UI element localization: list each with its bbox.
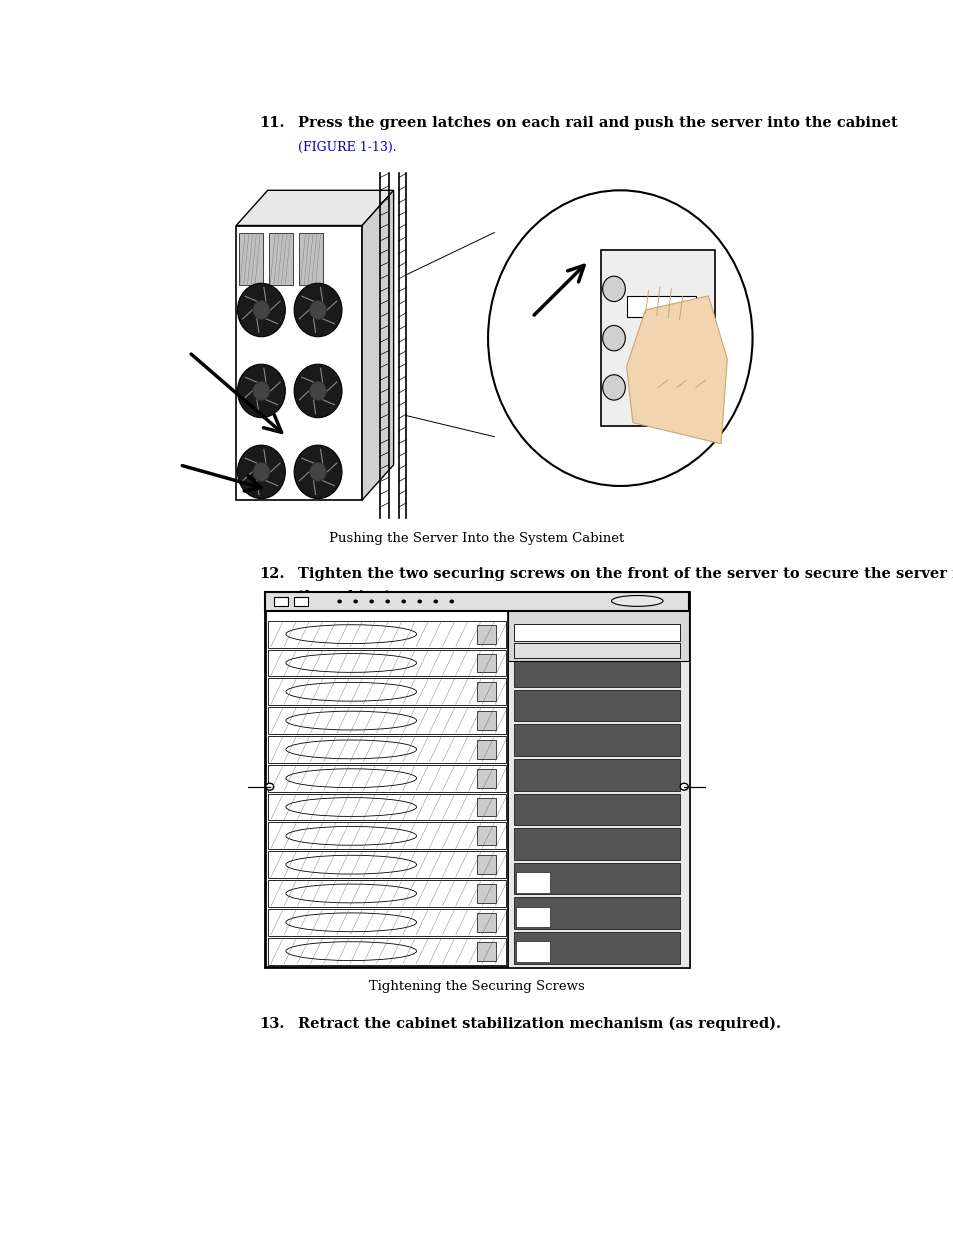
- Bar: [514, 690, 679, 721]
- Bar: [514, 643, 679, 658]
- Bar: [516, 872, 550, 893]
- Bar: [268, 764, 505, 792]
- Bar: [268, 678, 505, 705]
- Bar: [268, 881, 505, 906]
- Bar: [514, 863, 679, 894]
- Circle shape: [369, 599, 374, 604]
- Bar: [238, 232, 262, 285]
- Circle shape: [294, 283, 341, 337]
- Circle shape: [310, 382, 326, 400]
- Circle shape: [433, 599, 437, 604]
- Circle shape: [679, 783, 687, 790]
- Bar: [268, 937, 505, 965]
- Circle shape: [337, 599, 341, 604]
- Circle shape: [310, 300, 326, 320]
- Bar: [476, 942, 496, 961]
- Bar: [268, 794, 505, 820]
- Bar: [476, 683, 496, 701]
- Bar: [514, 624, 679, 641]
- Bar: [274, 597, 288, 606]
- Bar: [514, 656, 679, 687]
- Text: Press the green latches on each rail and push the server into the cabinet: Press the green latches on each rail and…: [297, 116, 897, 130]
- Text: 12.: 12.: [259, 567, 285, 580]
- Circle shape: [253, 463, 270, 482]
- Bar: [476, 913, 496, 931]
- Bar: [508, 611, 688, 967]
- Circle shape: [488, 190, 752, 487]
- Bar: [476, 653, 496, 672]
- Bar: [626, 296, 695, 317]
- Bar: [516, 941, 550, 962]
- Circle shape: [417, 599, 421, 604]
- Text: 13.: 13.: [259, 1016, 285, 1030]
- Bar: [476, 769, 496, 788]
- Circle shape: [253, 300, 270, 320]
- Circle shape: [602, 374, 624, 400]
- Ellipse shape: [611, 595, 662, 606]
- Text: 11.: 11.: [259, 116, 285, 130]
- Circle shape: [294, 364, 341, 417]
- Bar: [600, 251, 714, 426]
- Polygon shape: [236, 190, 394, 226]
- Bar: [268, 708, 505, 734]
- Polygon shape: [362, 190, 394, 500]
- Circle shape: [310, 463, 326, 482]
- Text: Tighten the two securing screws on the front of the server to secure the server : Tighten the two securing screws on the f…: [297, 567, 953, 580]
- Circle shape: [602, 326, 624, 351]
- Bar: [514, 621, 679, 652]
- Bar: [476, 740, 496, 758]
- Bar: [268, 823, 505, 850]
- Circle shape: [353, 599, 357, 604]
- Text: (FIGURE 1-14).: (FIGURE 1-14).: [369, 592, 467, 604]
- Bar: [268, 621, 505, 647]
- Bar: [265, 592, 688, 611]
- Bar: [476, 798, 496, 816]
- Text: (FIGURE 1-13).: (FIGURE 1-13).: [297, 141, 395, 153]
- Text: the cabinet: the cabinet: [297, 590, 395, 604]
- Circle shape: [602, 277, 624, 301]
- Bar: [268, 736, 505, 763]
- Circle shape: [294, 445, 341, 499]
- Polygon shape: [626, 296, 726, 443]
- Bar: [514, 760, 679, 790]
- Bar: [268, 851, 505, 878]
- Text: Retract the cabinet stabilization mechanism (as required).: Retract the cabinet stabilization mechan…: [297, 1016, 780, 1030]
- Bar: [514, 794, 679, 825]
- Bar: [299, 232, 323, 285]
- Bar: [514, 725, 679, 756]
- Bar: [476, 625, 496, 643]
- Bar: [268, 650, 505, 677]
- Circle shape: [237, 283, 285, 337]
- Text: Tightening the Securing Screws: Tightening the Securing Screws: [369, 981, 584, 993]
- Bar: [294, 597, 308, 606]
- Circle shape: [449, 599, 454, 604]
- Bar: [514, 898, 679, 929]
- Bar: [508, 611, 688, 661]
- Text: Pushing the Server Into the System Cabinet: Pushing the Server Into the System Cabin…: [329, 532, 624, 545]
- Bar: [476, 856, 496, 874]
- Bar: [516, 906, 550, 927]
- Bar: [514, 829, 679, 860]
- Bar: [268, 909, 505, 936]
- Circle shape: [237, 445, 285, 499]
- Bar: [476, 826, 496, 845]
- Circle shape: [253, 382, 270, 400]
- Bar: [476, 884, 496, 903]
- Circle shape: [385, 599, 390, 604]
- Polygon shape: [236, 226, 362, 500]
- Bar: [514, 932, 679, 963]
- Bar: [269, 232, 293, 285]
- Bar: [476, 711, 496, 730]
- Circle shape: [401, 599, 406, 604]
- Circle shape: [237, 364, 285, 417]
- Circle shape: [266, 783, 274, 790]
